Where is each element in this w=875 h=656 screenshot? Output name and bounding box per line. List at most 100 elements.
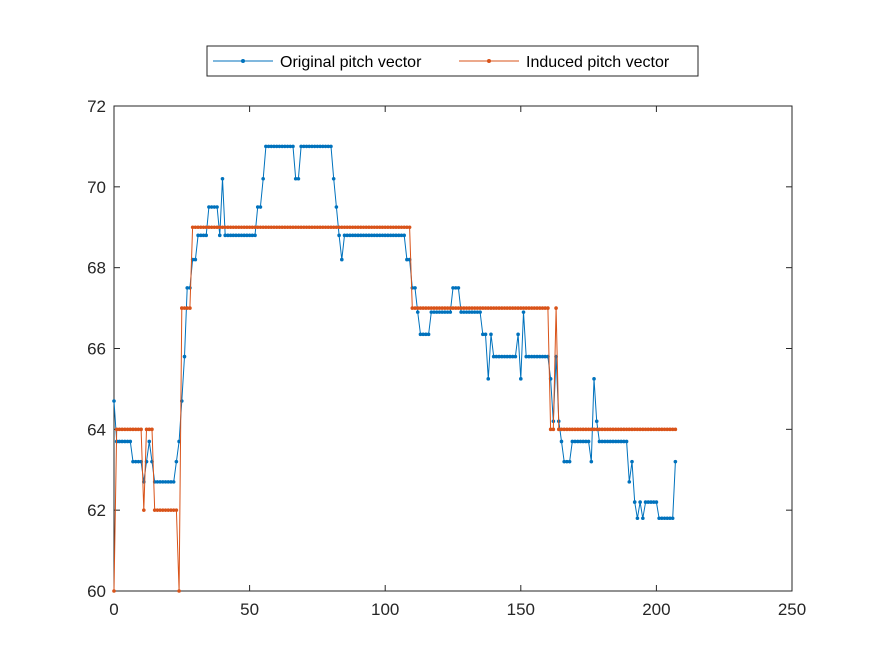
data-point (139, 427, 143, 432)
data-point (516, 306, 520, 310)
data-point (548, 427, 553, 432)
data-point (646, 427, 651, 432)
data-point (361, 225, 366, 230)
data-point (152, 508, 157, 512)
data-point (193, 225, 198, 230)
data-point (500, 354, 504, 359)
data-point (353, 225, 358, 230)
y-tick-label: 68 (87, 259, 106, 278)
data-point (201, 233, 206, 238)
data-point (537, 354, 542, 359)
data-point (272, 225, 276, 230)
data-point (440, 306, 444, 310)
data-point (608, 427, 613, 432)
data-point (188, 286, 192, 290)
data-point (274, 225, 279, 230)
data-point (537, 306, 542, 310)
data-point (285, 225, 290, 230)
data-point (396, 225, 401, 230)
data-point (323, 225, 328, 230)
data-point (616, 427, 621, 432)
data-point (274, 144, 279, 149)
data-point (405, 257, 409, 262)
data-point (573, 439, 577, 444)
x-tick-label: 0 (109, 600, 118, 619)
data-point (329, 144, 333, 149)
data-point (578, 439, 583, 444)
data-point (600, 427, 604, 432)
data-point (158, 508, 162, 512)
data-point (337, 225, 341, 230)
data-point (293, 176, 298, 181)
data-point (120, 439, 124, 444)
data-point (673, 459, 678, 464)
data-point (264, 225, 268, 230)
data-point (641, 427, 645, 432)
data-point (190, 225, 195, 230)
data-point (584, 427, 588, 432)
data-point (356, 225, 360, 230)
data-point (209, 205, 214, 209)
data-point (215, 205, 219, 209)
data-point (394, 225, 398, 230)
data-point (662, 427, 667, 432)
data-point (443, 306, 447, 310)
data-point (266, 225, 271, 230)
data-point (318, 225, 322, 230)
data-point (198, 233, 203, 238)
data-point (421, 306, 425, 310)
data-point (161, 508, 165, 512)
data-point (174, 508, 179, 512)
data-point (649, 427, 653, 432)
data-point (207, 225, 211, 230)
data-point (331, 225, 336, 230)
data-point (472, 306, 477, 310)
data-point (589, 427, 594, 432)
data-point (622, 427, 626, 432)
data-point (478, 306, 482, 310)
data-point (424, 306, 428, 310)
data-point (632, 500, 637, 504)
data-point (570, 427, 575, 432)
data-point (535, 306, 539, 310)
data-point (329, 225, 333, 230)
data-point (367, 225, 371, 230)
data-point (261, 225, 265, 230)
data-point (638, 427, 642, 432)
data-point (451, 306, 455, 310)
data-point (147, 427, 152, 432)
data-point (326, 144, 331, 149)
data-point (418, 306, 423, 310)
data-point (529, 354, 534, 359)
data-point (654, 427, 659, 432)
data-point (125, 439, 130, 444)
data-point (483, 332, 488, 337)
data-point (521, 310, 526, 314)
data-point (209, 225, 214, 230)
data-point (231, 233, 236, 238)
data-point (567, 459, 572, 464)
data-point (405, 225, 409, 230)
data-point (665, 516, 670, 521)
data-point (299, 144, 303, 149)
data-point (182, 306, 187, 310)
x-tick-label: 150 (507, 600, 535, 619)
data-point (407, 225, 412, 230)
legend-label-induced: Induced pitch vector (526, 54, 670, 71)
data-point (114, 427, 119, 432)
data-point (535, 354, 539, 359)
data-point (353, 233, 358, 238)
data-point (369, 225, 374, 230)
data-point (201, 225, 206, 230)
data-point (261, 176, 265, 181)
data-point (424, 332, 428, 337)
data-point (529, 306, 534, 310)
data-point (217, 225, 222, 230)
data-point (651, 427, 656, 432)
data-point (497, 306, 501, 310)
data-point (280, 225, 284, 230)
data-point (299, 225, 303, 230)
data-point (226, 233, 230, 238)
data-point (131, 427, 135, 432)
data-point (304, 144, 309, 149)
